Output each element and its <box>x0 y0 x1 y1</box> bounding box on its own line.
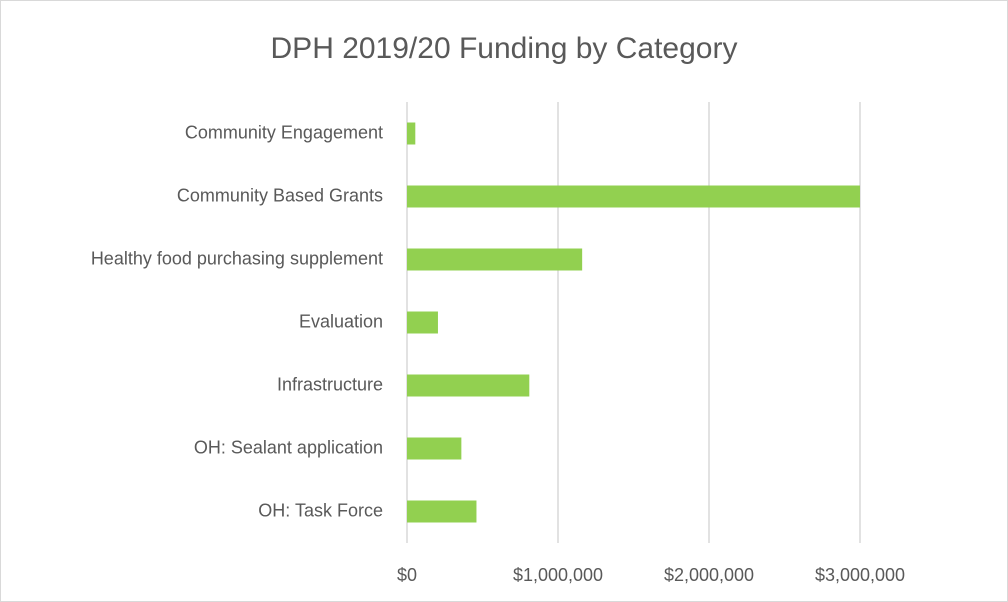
y-tick-label: Infrastructure <box>277 374 383 394</box>
y-tick-label: Community Based Grants <box>177 185 383 205</box>
x-tick-label: $2,000,000 <box>664 565 754 585</box>
y-tick-label: OH: Task Force <box>258 500 383 520</box>
y-tick-label: Evaluation <box>299 311 383 331</box>
bar <box>407 500 477 523</box>
x-tick-label: $0 <box>397 565 417 585</box>
chart-title: DPH 2019/20 Funding by Category <box>271 32 738 65</box>
bar <box>407 374 530 397</box>
y-tick-label: Healthy food purchasing supplement <box>91 248 383 268</box>
bar <box>407 185 860 208</box>
bar <box>407 122 416 145</box>
bar <box>407 437 462 460</box>
x-tick-label: $1,000,000 <box>513 565 603 585</box>
bar <box>407 311 438 334</box>
bar <box>407 248 583 271</box>
y-tick-label: OH: Sealant application <box>194 437 383 457</box>
y-tick-label: Community Engagement <box>185 122 383 142</box>
x-tick-label: $3,000,000 <box>815 565 905 585</box>
